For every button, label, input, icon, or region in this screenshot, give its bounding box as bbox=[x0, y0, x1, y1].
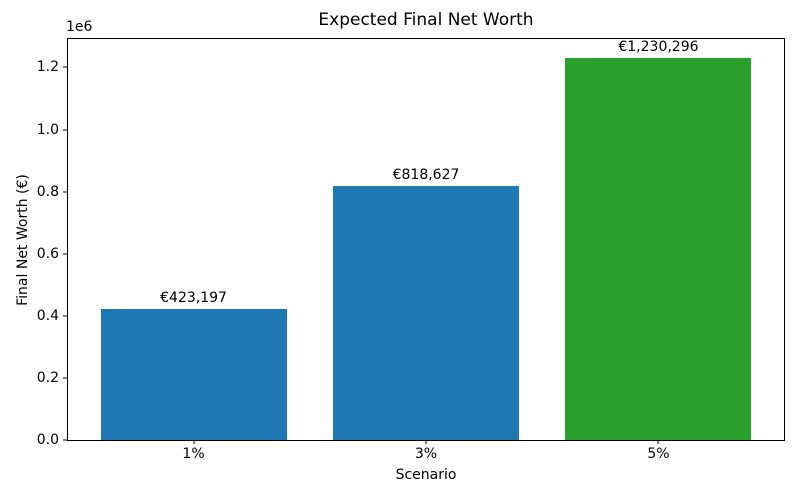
x-tick-label-5pct: 5% bbox=[647, 446, 670, 462]
y-tick-label-1: 0.2 bbox=[36, 369, 59, 386]
plot-area: €423,197 1% €818,627 3% €1,230,296 5% 0.0 0.2 0.… bbox=[37, 38, 785, 461]
y-tick-label-4: 0.8 bbox=[36, 183, 59, 200]
y-tick-6 bbox=[63, 66, 67, 68]
bar-value-label-3pct: €818,627 bbox=[392, 166, 460, 183]
y-tick-label-5: 1.0 bbox=[36, 121, 59, 138]
y-tick-label-6: 1.2 bbox=[36, 59, 59, 76]
y-tick-label-0: 0.0 bbox=[36, 432, 59, 448]
x-axis-label: Scenario bbox=[395, 467, 457, 483]
y-tick-label-2: 0.4 bbox=[36, 307, 59, 324]
y-axis-offset-text: 1e6 bbox=[66, 19, 93, 35]
y-tick-3 bbox=[63, 253, 67, 255]
y-tick-5 bbox=[63, 129, 67, 131]
bar-1pct bbox=[100, 308, 287, 440]
y-tick-0 bbox=[63, 439, 67, 441]
y-tick-1 bbox=[63, 377, 67, 379]
y-axis-label: Final Net Worth (€) bbox=[15, 174, 31, 306]
x-tick-label-1pct: 1% bbox=[182, 446, 205, 462]
x-tick-label-3pct: 3% bbox=[414, 446, 438, 462]
bar-5pct bbox=[565, 58, 752, 440]
bar-3pct bbox=[333, 185, 519, 440]
chart-title: Expected Final Net Worth bbox=[318, 10, 534, 30]
bar-value-label-1pct: €423,197 bbox=[160, 289, 227, 306]
y-tick-label-3: 0.6 bbox=[36, 245, 59, 262]
x-tick-5pct bbox=[657, 440, 659, 444]
bar-value-label-5pct: €1,230,296 bbox=[618, 39, 699, 56]
y-tick-2 bbox=[63, 315, 67, 317]
x-tick-3pct bbox=[425, 440, 427, 444]
y-tick-4 bbox=[63, 191, 67, 193]
x-tick-1pct bbox=[193, 440, 195, 444]
